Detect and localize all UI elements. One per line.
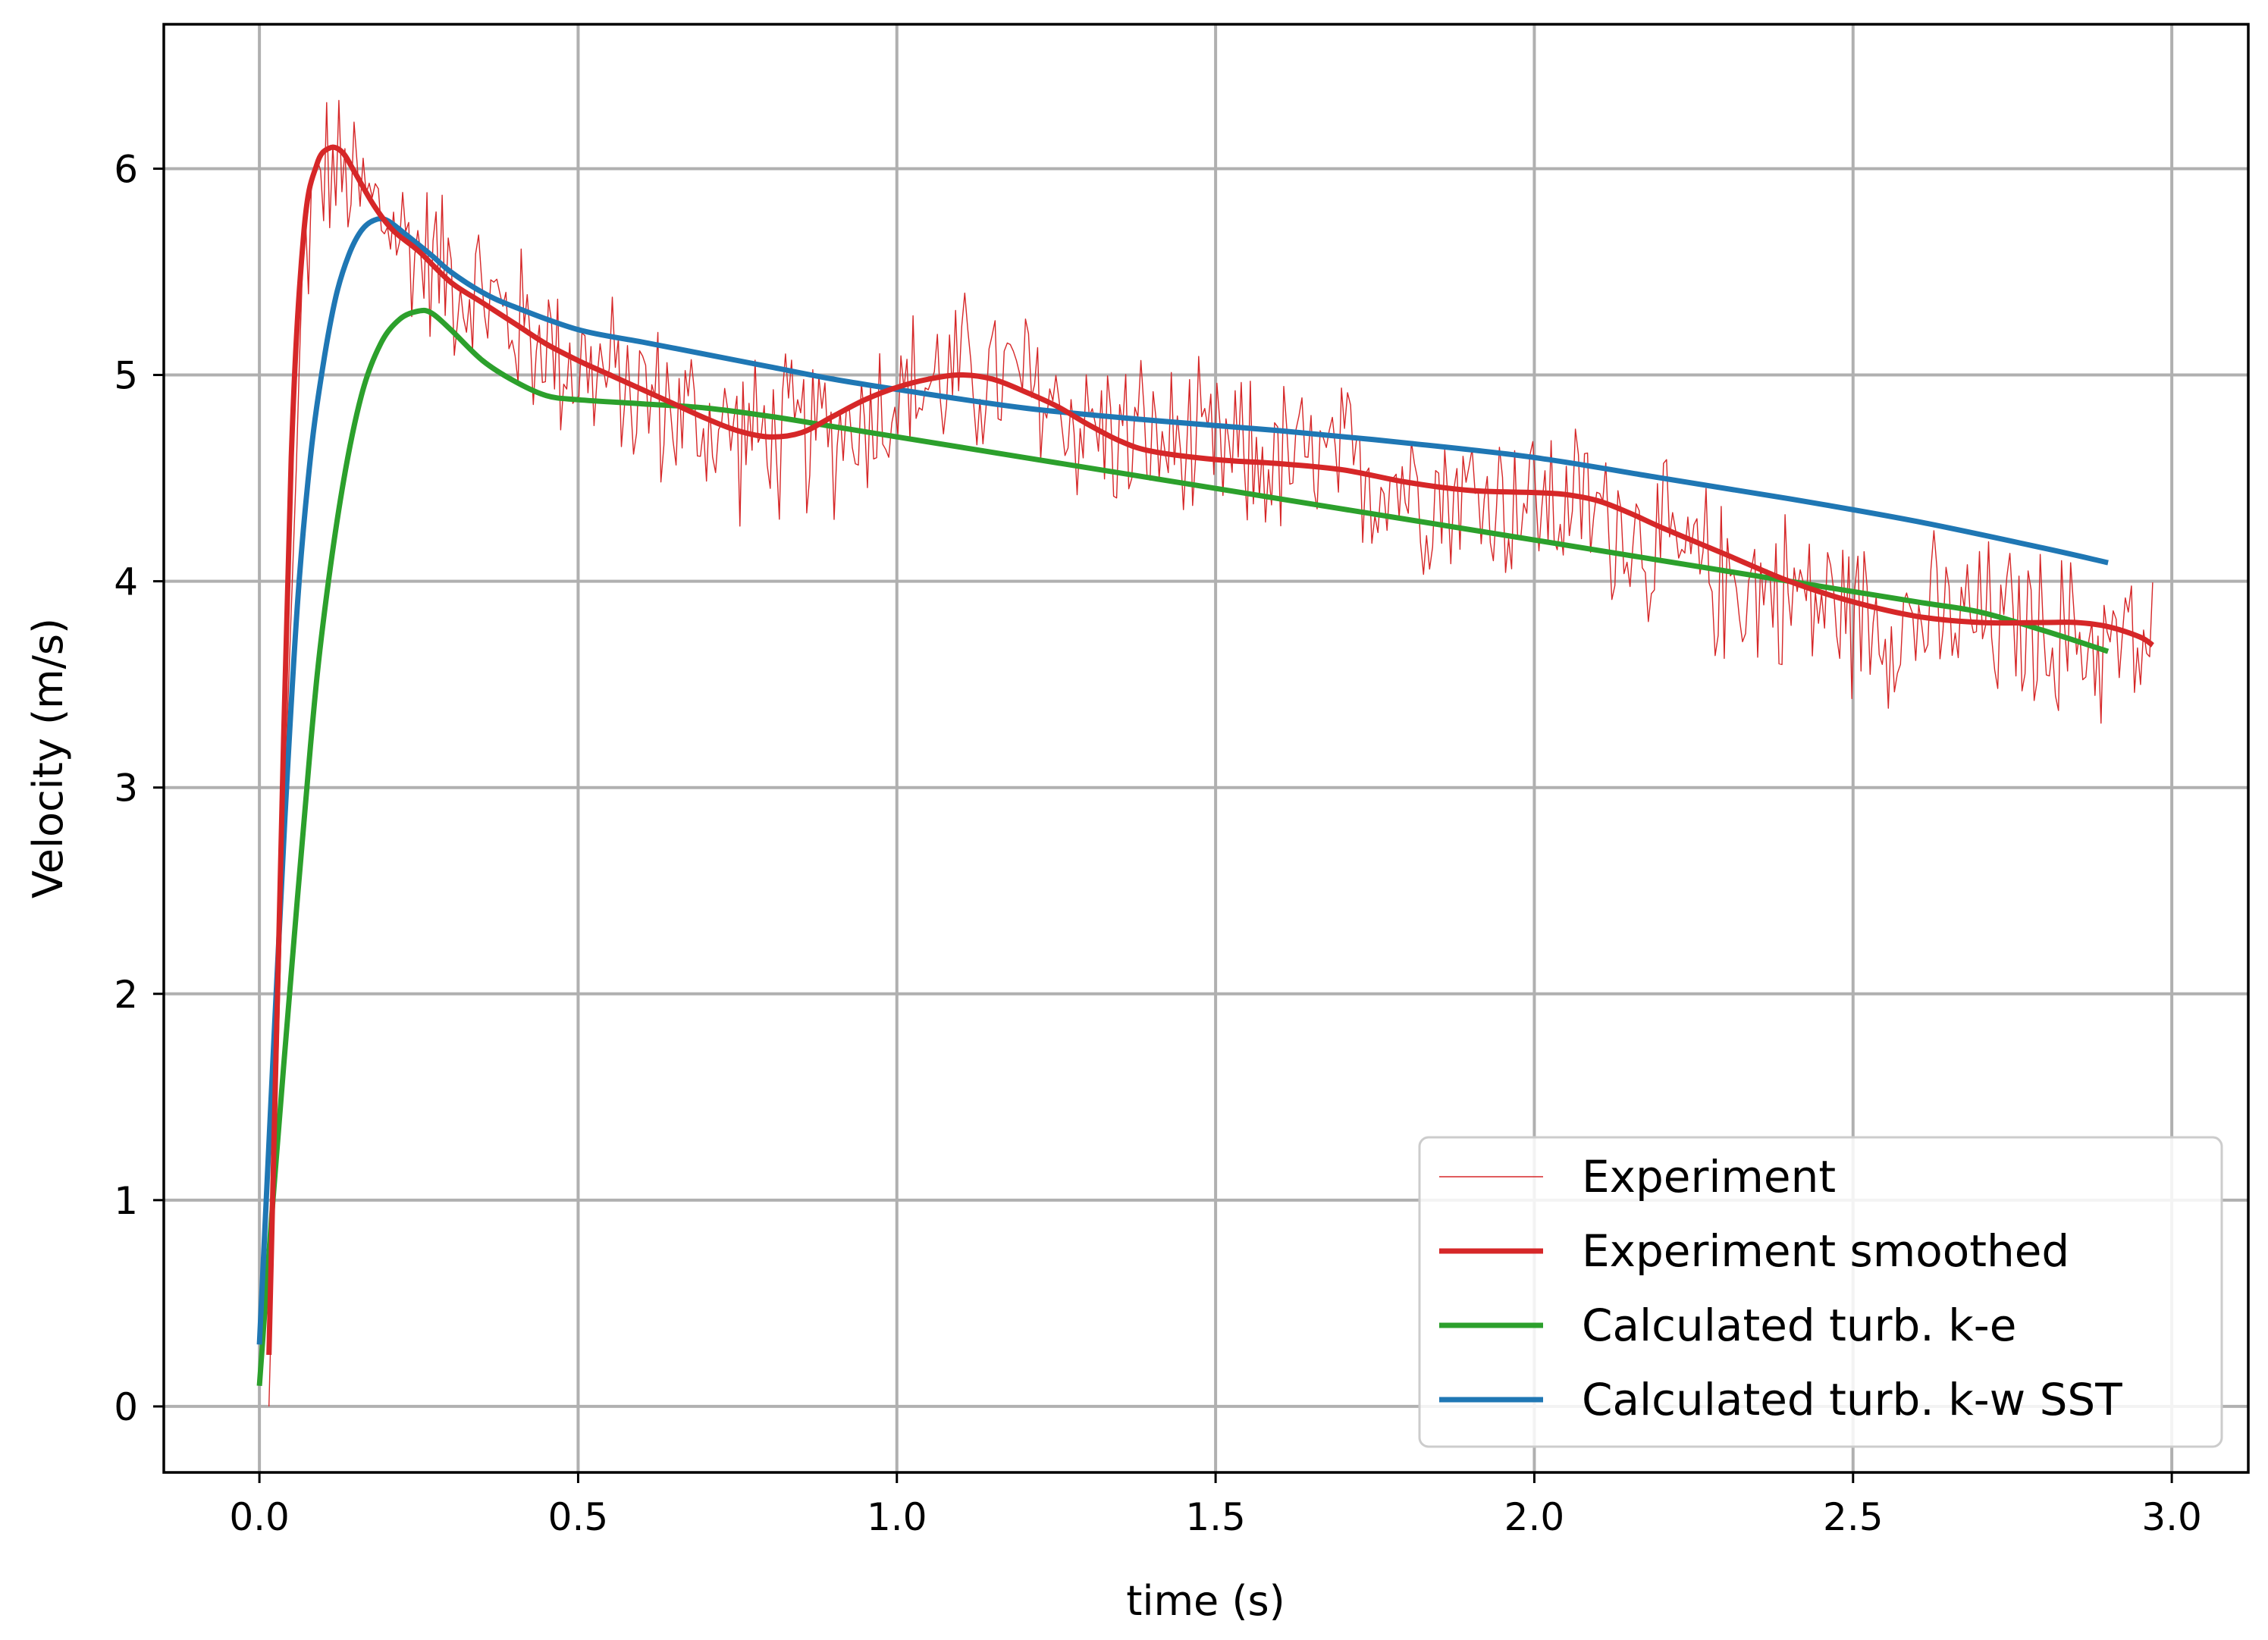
x-axis-title: time (s) [1126,1577,1285,1625]
y-tick-label: 4 [114,560,138,604]
legend-label-k-w-sst: Calculated turb. k-w SST [1582,1374,2122,1425]
x-tick-label: 2.0 [1504,1495,1565,1539]
plot-frame [162,23,2250,1474]
legend-label-experiment: Experiment [1582,1151,1836,1203]
series-lines [256,99,2154,1406]
y-tick-label: 6 [114,147,138,191]
legend-label-experiment-smoothed: Experiment smoothed [1582,1225,2069,1277]
y-tick-label: 2 [114,973,138,1017]
x-tick-label: 0.5 [548,1495,609,1539]
y-tick-label: 5 [114,354,138,398]
x-tick-label: 1.0 [867,1495,927,1539]
legend-box [1418,1136,2223,1448]
series-k-e-line [256,307,2110,1386]
y-tick-label: 1 [114,1179,138,1223]
axis-ticks: 0.0 0.5 1.0 1.5 2.0 2.5 3.0 0 1 2 3 4 5 6 [114,147,2202,1539]
legend: Experiment Experiment smoothed Calculate… [1418,1136,2223,1448]
x-tick-label: 0.0 [229,1495,290,1539]
x-tick-label: 3.0 [2141,1495,2202,1539]
x-tick-label: 2.5 [1823,1495,1884,1539]
series-experiment-line [268,99,2154,1406]
y-tick-label: 3 [114,767,138,811]
y-tick-label: 0 [114,1385,138,1429]
x-tick-label: 1.5 [1185,1495,1246,1539]
legend-label-k-e: Calculated turb. k-e [1582,1300,2016,1351]
y-axis-title: Velocity (m/s) [24,618,72,898]
series-experiment-smoothed-line [266,144,2154,1355]
series-k-w-sst-line [256,215,2109,1345]
